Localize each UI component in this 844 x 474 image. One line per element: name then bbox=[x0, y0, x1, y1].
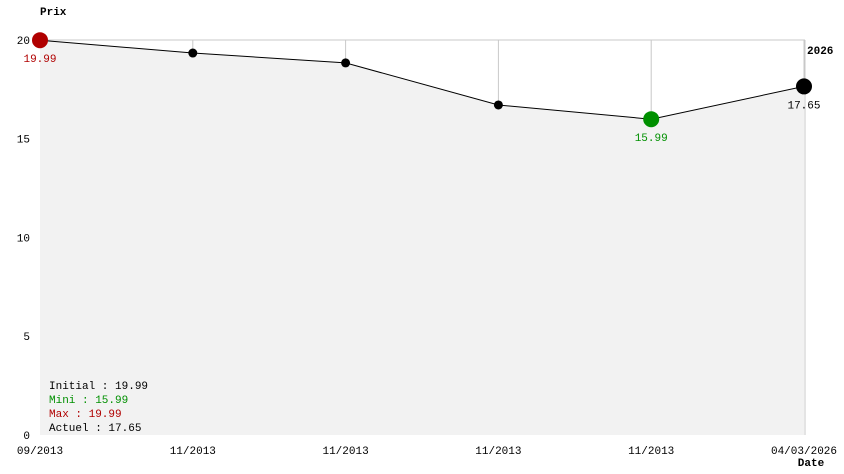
y-tick-label: 10 bbox=[17, 233, 30, 245]
y-tick-label: 15 bbox=[17, 135, 30, 147]
x-tick-label: 11/2013 bbox=[170, 446, 216, 458]
y-axis-label: Prix bbox=[40, 7, 67, 19]
x-tick-label: 11/2013 bbox=[628, 446, 674, 458]
point bbox=[188, 48, 198, 58]
y-tick-label: 0 bbox=[23, 431, 30, 443]
point bbox=[493, 100, 503, 110]
point bbox=[796, 78, 812, 95]
line bbox=[39, 39, 805, 120]
annotation: 2026 bbox=[807, 46, 833, 58]
summary-entry: Max : 19.99 bbox=[49, 409, 122, 421]
value-label: 19.99 bbox=[23, 54, 56, 66]
x-tick-label: 11/2013 bbox=[322, 446, 368, 458]
x-tick-label: 04/03/2026 bbox=[771, 446, 837, 458]
summary-entry: Mini : 15.99 bbox=[49, 395, 128, 407]
x-tick-label: 11/2013 bbox=[475, 446, 521, 458]
point bbox=[32, 32, 48, 49]
value-label: 15.99 bbox=[635, 133, 668, 145]
y-tick-label: 20 bbox=[17, 36, 30, 48]
point bbox=[341, 58, 351, 68]
value-label: 17.65 bbox=[787, 100, 820, 112]
point bbox=[643, 111, 660, 128]
summary-entry: Actuel : 17.65 bbox=[49, 423, 141, 435]
x-tick-label: 09/2013 bbox=[17, 446, 63, 458]
y-tick-label: 5 bbox=[23, 332, 30, 344]
x-axis-label: Date bbox=[798, 458, 825, 470]
area bbox=[40, 40, 804, 435]
summary-entry: Initial : 19.99 bbox=[49, 381, 148, 393]
